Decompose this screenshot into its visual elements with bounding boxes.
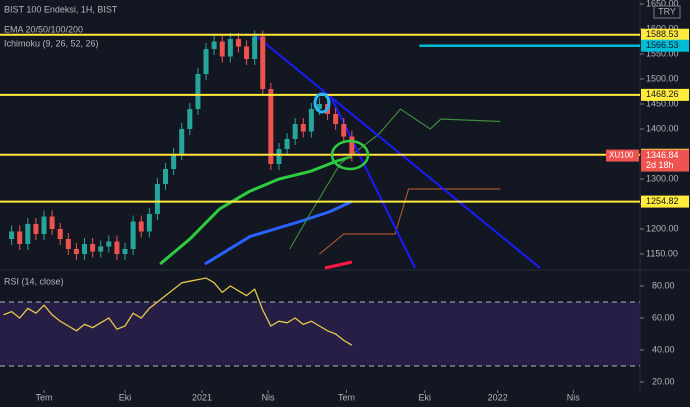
candle [219,41,225,57]
candle [211,41,217,49]
y-tick-label: 60.00 [652,312,675,322]
currency-box [653,5,681,19]
countdown: 2d 18h [646,160,674,170]
candle [57,229,63,239]
candle [349,136,355,156]
candle [260,36,266,89]
rsi-line [3,277,353,346]
x-tick-label: Tem [36,392,53,402]
candle [284,139,290,149]
rsi-pane: 20.00 40.00 60.00 80.00 Tem Eki 2021 Nis Tem Eki 2… [0,277,675,402]
candle [244,46,250,59]
y-tick-label: 1600.00 [646,23,679,33]
indicator-line [204,200,353,266]
candle [41,216,47,234]
symbol-label: XU100 [609,151,634,160]
indicator-line [289,108,501,250]
level-label-box [641,39,689,52]
circle-annotation [313,92,331,114]
candle [316,104,322,109]
indicator-label: RSI (14, close) [4,276,64,286]
y-tick-label: 40.00 [652,344,675,354]
candle [300,124,306,132]
y-tick-label: 80.00 [652,280,675,290]
last-price-box [641,149,689,172]
candle [98,246,104,252]
level-label: 1566.53 [646,40,679,50]
level-label-box [641,195,689,208]
candle [82,244,88,254]
level-label: 1588.53 [646,29,679,39]
candle [146,214,152,232]
candle [9,231,15,239]
candle [276,149,282,164]
indicator-line [319,188,501,255]
candle [138,221,144,232]
candle [195,74,201,109]
band-fill [0,302,640,366]
candle [227,39,233,57]
candle [235,39,241,47]
candle [90,244,96,252]
candle [268,89,274,164]
candle [122,249,128,254]
x-tick-label: Nis [567,392,580,402]
candle [308,109,314,132]
candle [333,114,339,124]
x-tick-label: Eki [419,392,432,402]
drawing-line [324,260,353,270]
candle [187,109,193,129]
candle [292,124,298,139]
y-tick-label: 1200.00 [646,223,679,233]
x-tick-label: Nis [262,392,275,402]
candle [341,124,347,137]
candle [17,231,23,244]
candle [114,241,120,254]
y-tick-label: 1500.00 [646,73,679,83]
x-tick-label: 2022 [488,392,508,402]
symbol-box [606,149,639,162]
candle [252,36,258,59]
candle [179,129,185,154]
level-label-box [641,88,689,101]
y-tick-label: 1400.00 [646,123,679,133]
indicator-label: Ichimoku (9, 26, 52, 26) [4,38,99,48]
x-tick-label: Tem [338,392,355,402]
currency: TRY [658,6,676,16]
candle [25,224,31,244]
y-tick-label: 20.00 [652,376,675,386]
y-tick-label: 1550.00 [646,48,679,58]
y-tick-label: 1650.00 [646,0,679,8]
level-label: 1254.82 [646,196,679,206]
indicator-label: EMA 20/50/100/200 [4,24,83,34]
y-tick-label: 1150.00 [646,248,678,258]
x-tick-label: 2021 [192,392,212,402]
y-tick-label: 1300.00 [646,173,679,183]
circle-annotation [330,139,370,171]
y-tick-label: 1450.00 [646,98,679,108]
candle [49,216,55,229]
candle [171,154,177,169]
indicator-line [159,155,353,266]
last-price-label: 1346.84 [646,150,679,160]
x-tick-label: Eki [119,392,132,402]
chart-title: BIST 100 Endeksi, 1H, BIST [4,4,118,14]
candle [65,239,71,249]
candle [130,221,136,249]
candle [106,241,112,247]
candle [163,169,169,184]
trend-line [254,34,541,269]
level-label: 1468.26 [646,89,679,99]
price-pane: 1150.001200.001250.001300.001350.001400.… [0,0,689,269]
candle [73,249,79,254]
candle [33,224,39,234]
candle [203,49,209,74]
level-label-box [641,28,689,41]
candle [154,184,160,214]
